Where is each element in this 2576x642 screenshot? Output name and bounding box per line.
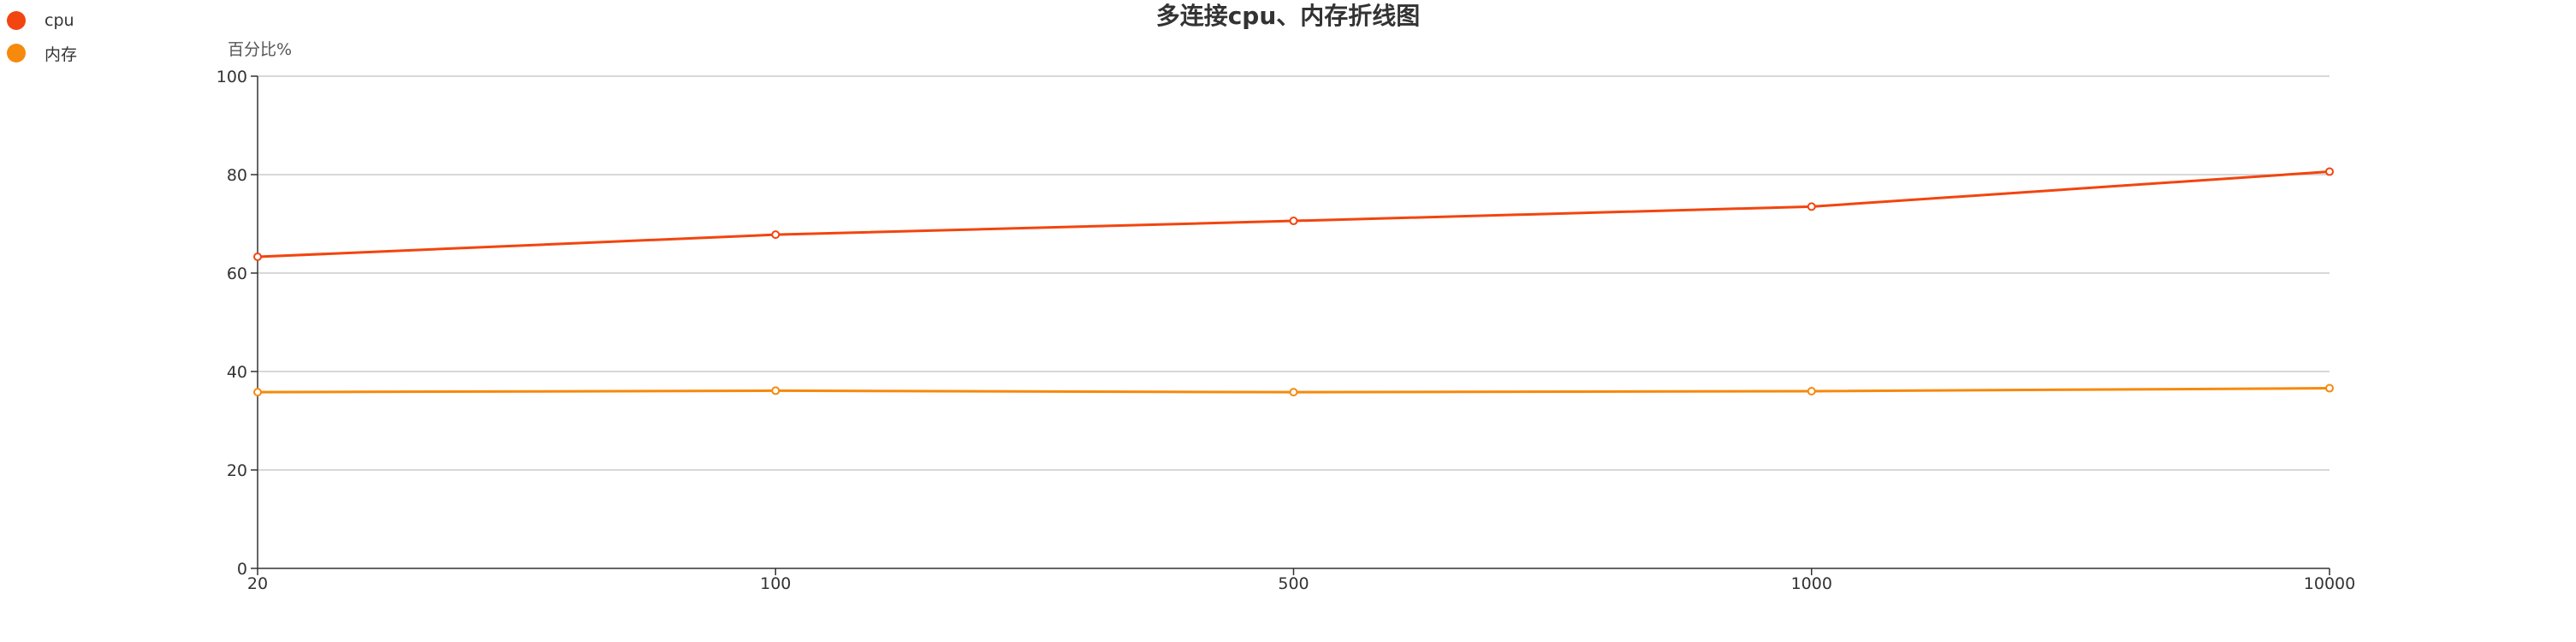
legend-item-memory[interactable]: 内存: [7, 38, 77, 68]
data-point: [1807, 202, 1816, 211]
legend-label-cpu: cpu: [45, 11, 74, 30]
y-tick-label: 100: [217, 68, 247, 86]
y-tick-label: 80: [227, 166, 247, 185]
y-tick-label: 20: [227, 461, 247, 480]
y-axis-label: 百分比%: [228, 40, 292, 59]
series-line-0: [257, 170, 2330, 259]
x-tick-label: 1000: [1791, 574, 1832, 593]
data-point: [2325, 383, 2334, 393]
y-tick-label: 40: [227, 363, 247, 382]
x-tick-label: 500: [1278, 574, 1309, 593]
legend-swatch-cpu: [7, 11, 26, 30]
x-tick-label: 10000: [2304, 574, 2355, 593]
data-point: [771, 386, 781, 395]
y-tick-label: 60: [227, 265, 247, 283]
y-tick-label: 0: [237, 560, 247, 579]
data-point: [1289, 388, 1298, 397]
data-point: [2325, 167, 2334, 176]
data-point: [771, 230, 781, 240]
legend: cpu 内存: [7, 5, 77, 70]
grid: [258, 75, 2330, 471]
legend-item-cpu[interactable]: cpu: [7, 5, 77, 36]
data-point: [253, 388, 262, 397]
series: [253, 167, 2334, 397]
chart-title: 多连接cpu、内存折线图: [1156, 2, 1421, 30]
legend-swatch-memory: [7, 44, 26, 62]
data-point: [1807, 387, 1816, 395]
x-tick-label: 20: [247, 574, 268, 593]
legend-label-memory: 内存: [45, 45, 78, 64]
x-tick-label: 100: [760, 574, 791, 593]
data-point: [253, 253, 262, 262]
data-point: [1289, 217, 1298, 226]
